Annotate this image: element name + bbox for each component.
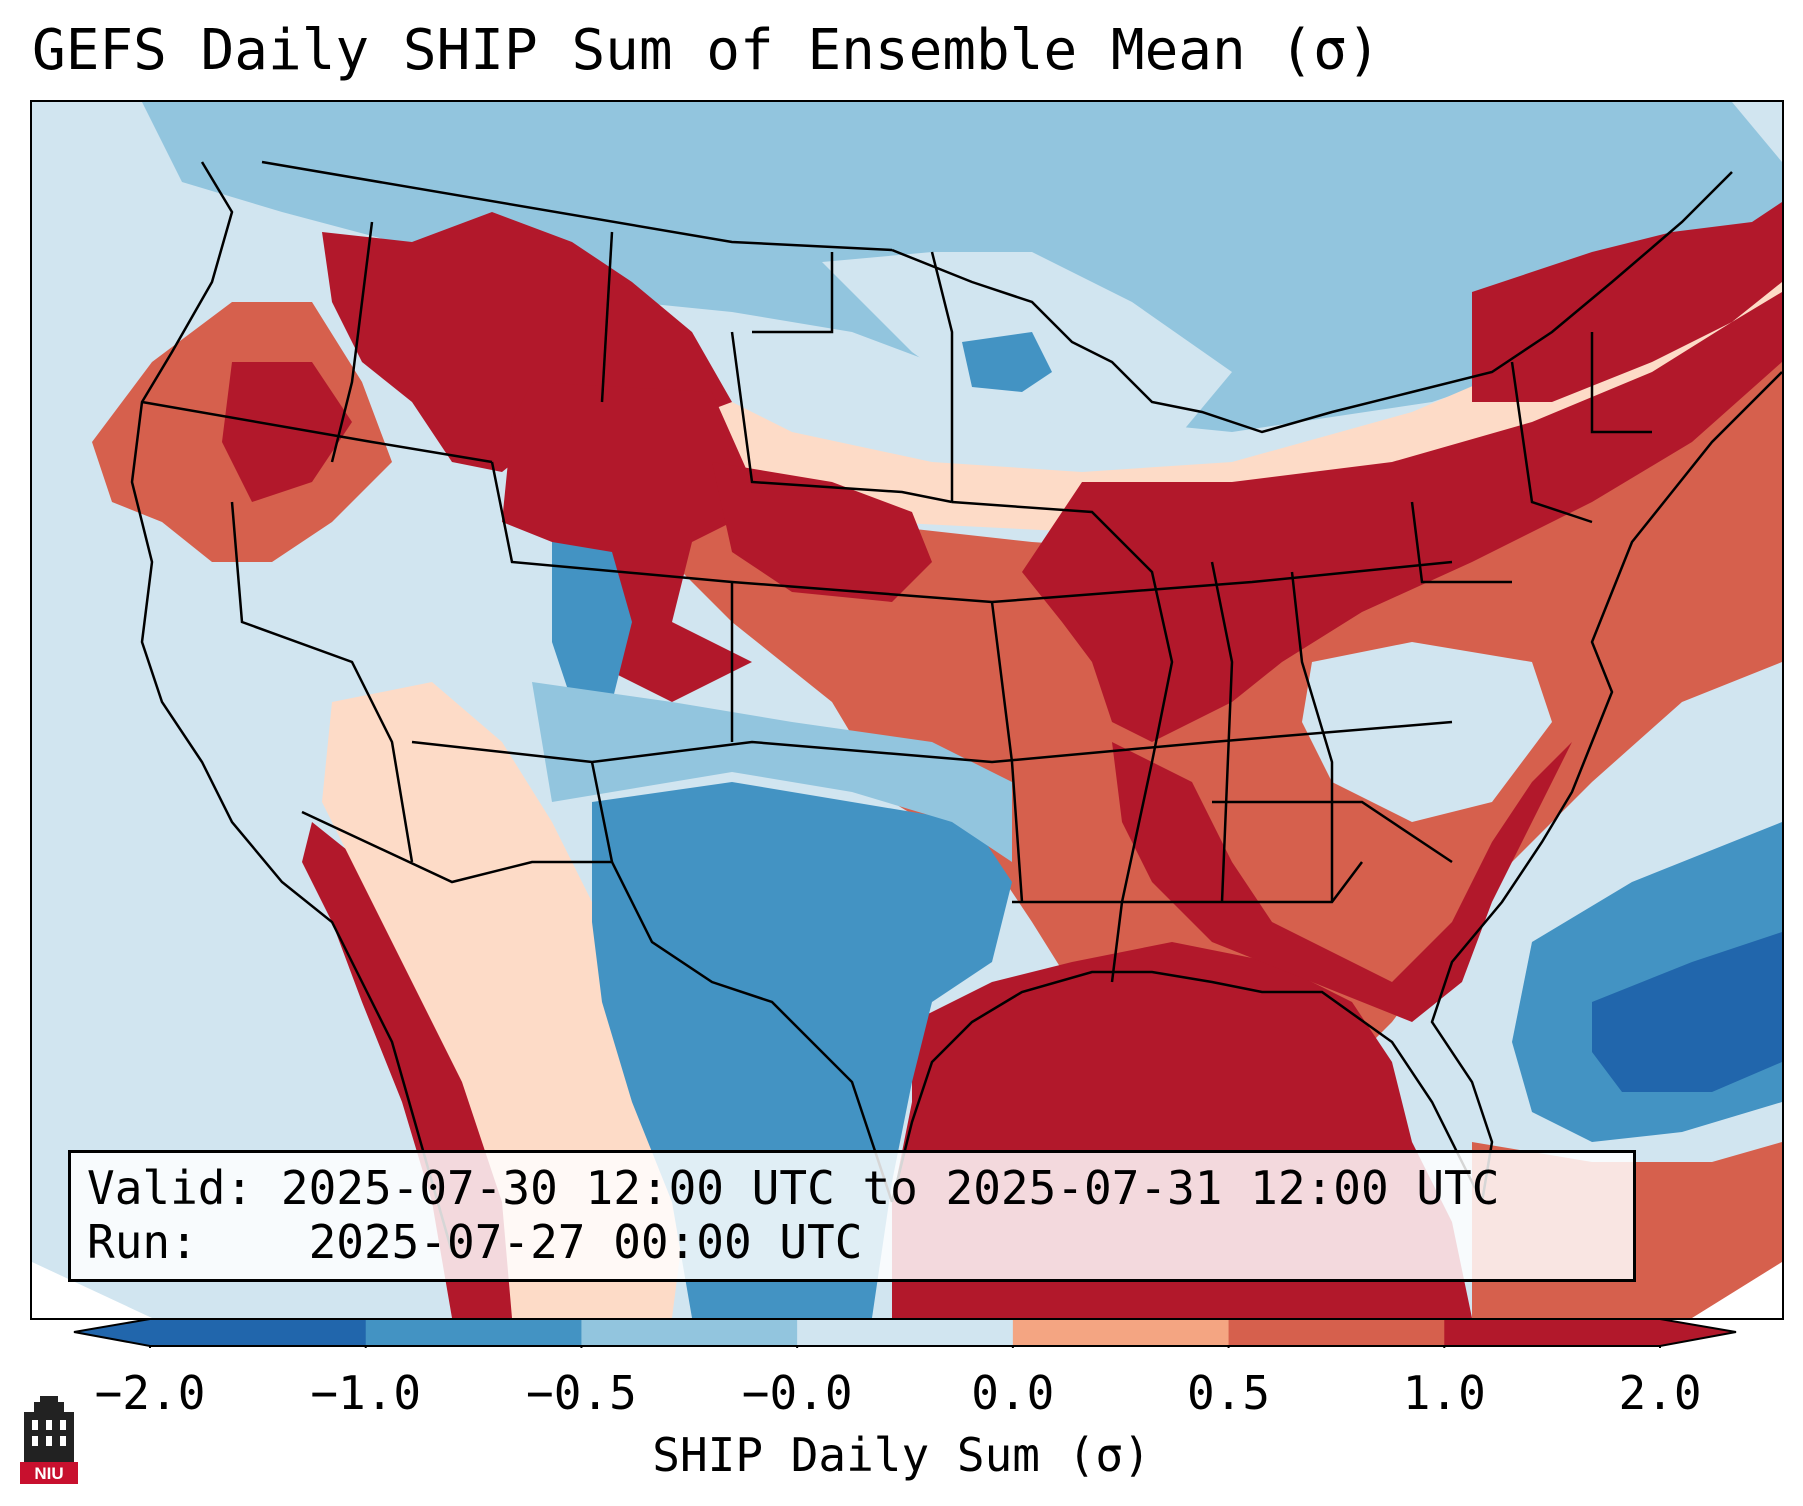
us-canada-border — [261, 160, 893, 252]
colorbar-swatch — [150, 1319, 367, 1346]
map-outlines — [130, 160, 1782, 1253]
map-region-northeast-high — [1472, 202, 1782, 402]
state-border-12 — [1290, 571, 1334, 902]
colorbar-swatch — [365, 1319, 582, 1346]
map-title: GEFS Daily SHIP Sum of Ensemble Mean (σ) — [32, 18, 1381, 83]
state-border-11 — [1210, 561, 1234, 903]
map-region-central-plains-high — [712, 462, 932, 602]
colorbar-swatch — [1444, 1319, 1661, 1346]
map-region-four-corners-low — [552, 542, 632, 702]
colorbar-swatch — [1012, 1319, 1230, 1346]
state-border-3 — [490, 461, 1453, 604]
map-region-southern-plains-light — [532, 682, 1012, 862]
state-border-17 — [1510, 361, 1593, 524]
state-border-14 — [1212, 800, 1453, 864]
state-border-16 — [1590, 332, 1652, 434]
colorbar-tick-label: −0.5 — [526, 1366, 637, 1420]
map-region-southeast-high — [1112, 742, 1572, 1022]
logo-band — [20, 1462, 78, 1484]
map-region-wyoming-high — [502, 382, 752, 702]
run-label: Run: — [87, 1215, 198, 1269]
run-line: Run: 2025-07-27 00:00 UTC — [87, 1215, 862, 1269]
colorbar-tick-label: −0.0 — [741, 1366, 853, 1420]
state-border-8 — [990, 601, 1024, 903]
map-region-minnesota-low — [962, 332, 1052, 392]
gulf-coastline — [890, 970, 1484, 1203]
great-lakes-outline — [891, 171, 1733, 434]
colorbar-tick-label: −2.0 — [94, 1366, 206, 1420]
state-border-4 — [230, 501, 414, 863]
map-corner-right — [1692, 1262, 1782, 1318]
state-border-20 — [930, 251, 954, 502]
colorbar-extend-low — [74, 1319, 150, 1346]
east-coastline — [1430, 371, 1782, 1203]
colorbar-tick-label: 1.0 — [1402, 1366, 1486, 1420]
logo-windows — [32, 1420, 66, 1446]
state-border-13 — [1410, 501, 1512, 584]
map-panel: Valid: 2025-07-30 12:00 UTC to 2025-07-3… — [30, 100, 1784, 1320]
state-border-18 — [600, 231, 614, 403]
colorbar-swatch — [581, 1319, 798, 1346]
map-region-plains-moderate — [672, 362, 1782, 1102]
colorbar — [73, 1318, 1737, 1348]
colorbar-swatch — [1228, 1319, 1445, 1346]
colorbar-tick-label: 0.5 — [1187, 1366, 1271, 1420]
colorbar-swatches — [74, 1319, 1736, 1348]
state-border-6 — [590, 761, 614, 863]
valid-line: Valid: 2025-07-30 12:00 UTC to 2025-07-3… — [87, 1161, 1499, 1215]
valid-value: 2025-07-30 12:00 UTC to 2025-07-31 12:00… — [280, 1161, 1500, 1215]
niu-logo: NIU — [20, 1396, 78, 1484]
map-region-pacific-nw-high — [222, 362, 352, 502]
state-border-2 — [330, 221, 374, 463]
state-border-15 — [1012, 861, 1363, 904]
colorbar-extend-high — [1660, 1319, 1736, 1346]
mexico-border — [301, 810, 894, 1203]
colorbar-tick-label: 0.0 — [971, 1366, 1055, 1420]
run-value: 2025-07-27 00:00 UTC — [308, 1215, 863, 1269]
colorbar-swatch — [797, 1319, 1014, 1346]
colorbar-tick-label: 2.0 — [1618, 1366, 1702, 1420]
state-border-5 — [411, 720, 1453, 764]
logo-text: NIU — [34, 1464, 63, 1483]
state-border-1 — [141, 400, 493, 464]
info-box: Valid: 2025-07-30 12:00 UTC to 2025-07-3… — [68, 1150, 1636, 1282]
west-coastline — [130, 161, 454, 1253]
state-border-19 — [752, 252, 834, 334]
map-canvas — [32, 102, 1782, 1318]
map-region-southeast-light — [1302, 642, 1552, 822]
map-region-atlantic-strongest-low — [1592, 932, 1782, 1092]
state-border-9 — [730, 331, 953, 504]
colorbar-tick-label: −1.0 — [310, 1366, 422, 1420]
colorbar-outline — [73, 1318, 1737, 1347]
map-corner-left — [32, 1262, 152, 1318]
colorbar-label: SHIP Daily Sum (σ) — [652, 1428, 1151, 1482]
valid-label: Valid: — [87, 1161, 254, 1215]
